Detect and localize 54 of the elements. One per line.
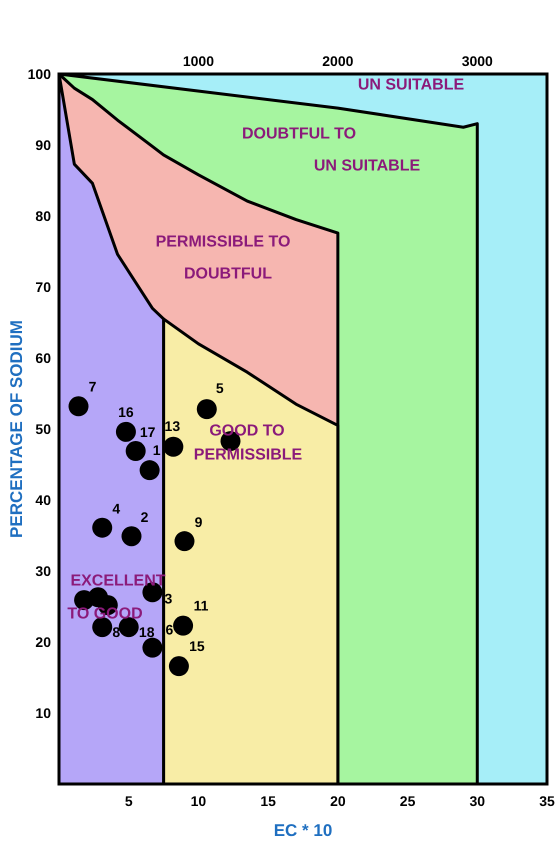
series-label: GOOD TO PERMISSIBLE bbox=[194, 422, 303, 464]
y-axis-title: PERCENTAGE OF SODIUM bbox=[7, 320, 26, 538]
x-axis-title: EC * 10 bbox=[274, 821, 332, 840]
annotation: 6 bbox=[166, 622, 174, 638]
point bbox=[140, 460, 160, 480]
point bbox=[126, 441, 146, 462]
annotation: 8 bbox=[112, 624, 120, 640]
x2-tick-label: 3000 bbox=[462, 53, 494, 69]
point bbox=[122, 526, 142, 546]
x-tick-label: 35 bbox=[539, 793, 555, 809]
x-tick-label: 25 bbox=[400, 793, 416, 809]
point bbox=[168, 656, 189, 676]
y-tick-label: 90 bbox=[35, 137, 52, 153]
y-tick-label: 40 bbox=[35, 492, 52, 508]
annotation: 5 bbox=[216, 380, 224, 396]
annotation: 3 bbox=[164, 590, 173, 606]
x-tick-label: 5 bbox=[124, 793, 133, 809]
y-tick-label: 100 bbox=[28, 66, 52, 82]
series-label: UN SUITABLE bbox=[358, 76, 465, 94]
annotation: 18 bbox=[138, 624, 155, 640]
point bbox=[163, 436, 184, 457]
series-label: PERMISSIBLE TO DOUBTFUL bbox=[156, 234, 290, 282]
annotation: 1 bbox=[152, 442, 161, 458]
x-tick-label: 10 bbox=[190, 793, 206, 809]
annotation: 2 bbox=[140, 509, 149, 526]
annotation: 11 bbox=[194, 598, 209, 614]
x2-tick-label: 2000 bbox=[322, 53, 354, 69]
annotation: 16 bbox=[118, 404, 134, 420]
point bbox=[173, 616, 194, 636]
annotation: 7 bbox=[88, 378, 97, 394]
point bbox=[92, 617, 112, 638]
annotation: 9 bbox=[194, 514, 203, 530]
y-tick-label: 80 bbox=[35, 208, 52, 224]
point bbox=[174, 531, 194, 552]
annotation: 13 bbox=[164, 418, 180, 434]
point bbox=[196, 399, 217, 420]
y-tick-label: 60 bbox=[35, 350, 52, 366]
point bbox=[68, 396, 89, 416]
y-tick-label: 70 bbox=[35, 279, 52, 295]
annotation: 17 bbox=[140, 424, 156, 440]
point bbox=[116, 422, 136, 442]
x-tick-label: 20 bbox=[330, 793, 346, 809]
x2-tick-label: 1000 bbox=[182, 53, 214, 69]
y-tick-label: 50 bbox=[35, 421, 52, 437]
y-tick-label: 30 bbox=[35, 563, 52, 579]
annotation: 15 bbox=[189, 638, 205, 654]
x-tick-label: 15 bbox=[260, 793, 276, 809]
x-tick-label: 30 bbox=[469, 793, 486, 809]
point bbox=[142, 638, 162, 658]
y-tick-label: 10 bbox=[35, 705, 52, 721]
y-tick-label: 20 bbox=[35, 634, 52, 650]
series-label: DOUBTFUL TO UN SUITABLE bbox=[242, 126, 421, 174]
annotation: 4 bbox=[112, 500, 120, 517]
point bbox=[92, 518, 112, 538]
